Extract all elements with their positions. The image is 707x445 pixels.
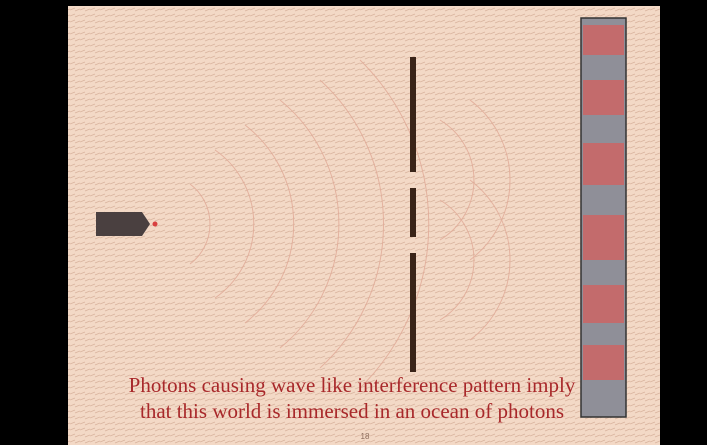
photon (152, 221, 158, 227)
detection-screen (580, 17, 627, 418)
double-slit-barrier (410, 57, 416, 372)
caption-line: Photons causing wave like interference p… (129, 373, 576, 397)
slide (68, 6, 660, 445)
caption-line: that this world is immersed in an ocean … (140, 399, 564, 423)
slide-number: 18 (361, 432, 370, 441)
photon-emitter (96, 212, 150, 236)
wave-arcs (189, 59, 511, 389)
